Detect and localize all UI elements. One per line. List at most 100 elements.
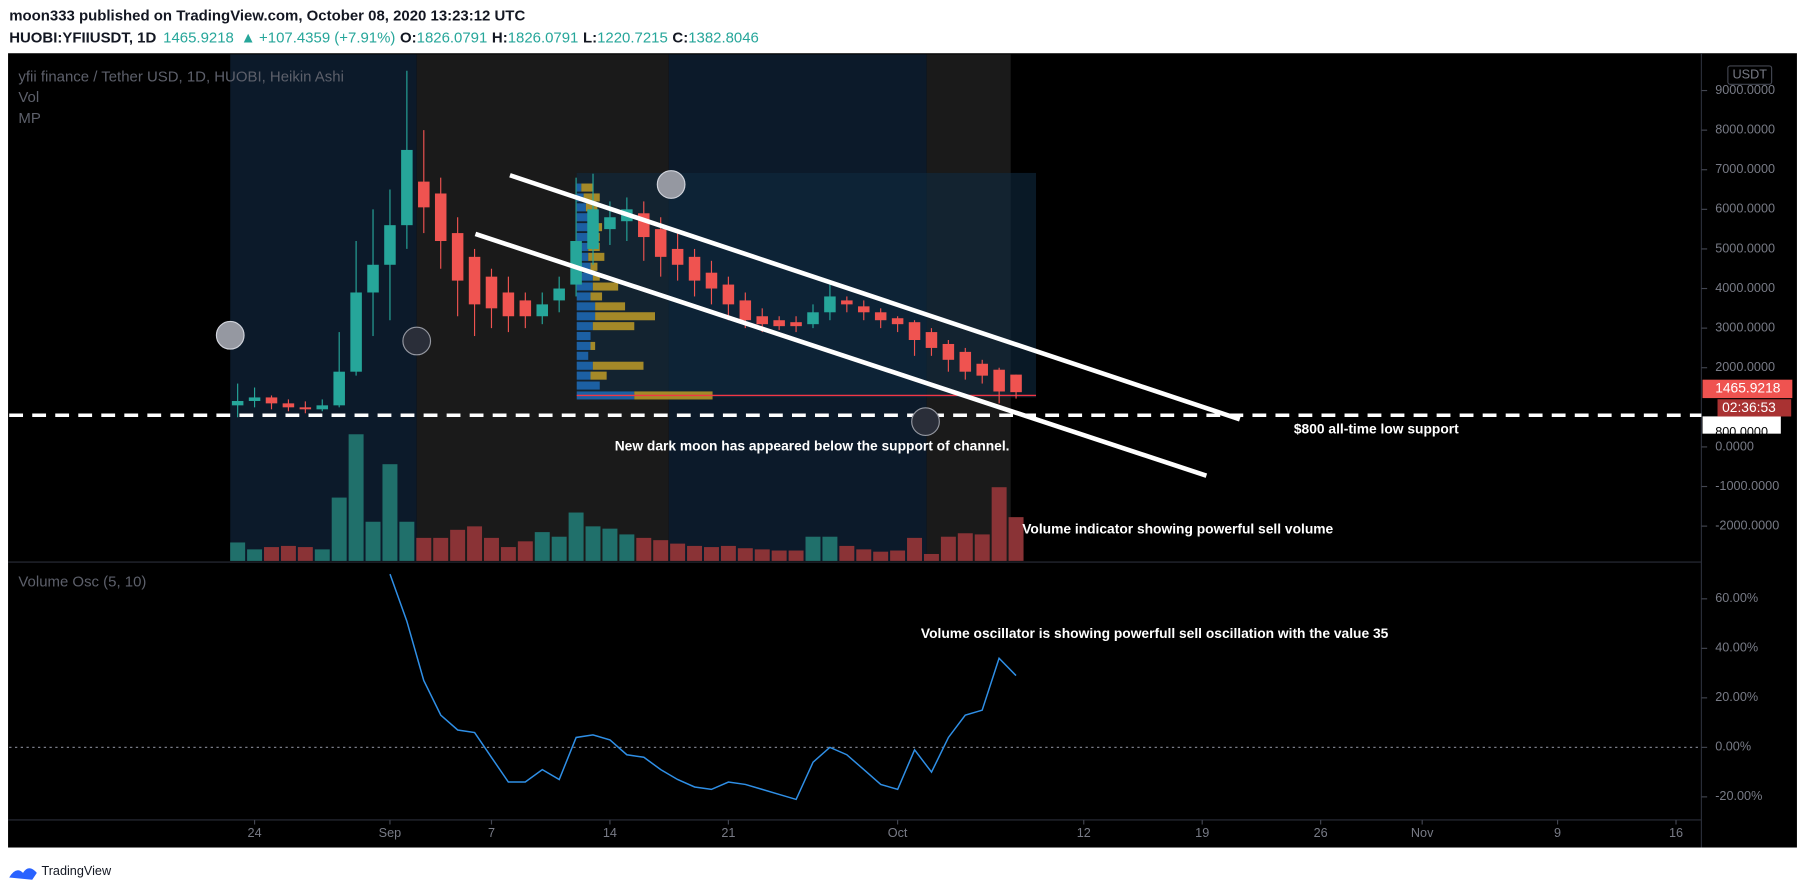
volume-bar [500,547,516,561]
candle-body [316,405,329,410]
volume-bar [467,526,483,561]
annotation: New dark moon has appeared below the sup… [615,438,1010,454]
author-line: moon333 published on TradingView.com, Oc… [9,7,525,24]
ohlc-label: C: [672,29,688,46]
channel-line [509,173,1241,422]
volume-bar [703,547,719,561]
x-tick-label: 26 [1314,826,1328,840]
brand: TradingView [41,864,112,878]
profile-down [592,272,600,281]
profile-up [576,312,596,321]
volume-bar [399,521,415,561]
x-tick-label: 9 [1554,826,1561,840]
candle-body [519,300,532,317]
candle-body [824,296,836,313]
y-tick-label: 20.00% [1715,690,1758,704]
volume-bar [264,547,279,561]
volume-bar [331,497,347,561]
volume-bar [974,534,990,561]
volume-bar [247,549,263,561]
x-tick-label: 19 [1195,826,1209,840]
ohlc-value: 1826.0791 [417,29,488,46]
profile-up [576,292,591,301]
x-tick-label: Sep [379,826,402,840]
profile-up [576,341,591,350]
profile-up [576,242,589,251]
candle-body [773,320,785,327]
profile-up [576,351,589,360]
moon-dark [402,326,432,356]
legend-osc: Volume Osc (5, 10) [18,574,146,591]
candle-body [451,233,464,281]
profile-down [590,371,607,380]
profile-up [576,332,591,341]
volume-bar [585,526,601,561]
volume-bar [1008,517,1024,561]
profile-up [576,262,591,271]
candle-body [705,272,718,289]
candle-body [587,209,599,249]
axis-unit: USDT [1733,67,1768,81]
profile-up [576,371,591,380]
candle-body [350,292,362,372]
volume-bar [433,537,449,561]
volume-bar [670,543,686,561]
candle-body [401,149,413,226]
profile-up [576,252,589,261]
x-tick-label: 7 [488,826,495,840]
volume-bar [602,528,618,561]
brand-logo [9,868,37,880]
moon-full [215,320,245,350]
candle-body [756,316,768,325]
x-tick-label: 12 [1077,826,1091,840]
legend-title: yfii finance / Tether USD, 1D, HUOBI, He… [18,68,344,85]
candle-body [265,397,278,404]
y-tick-label: 7000.0000 [1715,162,1775,176]
y-tick-label: 40.00% [1715,641,1758,655]
volume-bar [484,537,499,561]
profile-up [576,183,582,192]
y-tick-label: 0.00% [1715,740,1751,754]
candle-body [1010,374,1022,393]
candle-body [654,229,667,257]
profile-down [585,203,598,212]
candle-body [282,403,295,408]
candle-body [468,256,481,305]
candle-body [688,256,701,281]
profile-down [590,341,596,350]
volume-bar [636,537,652,561]
y-tick-label: 4000.0000 [1715,281,1775,295]
volume-bar [890,550,906,561]
y-tick-label: 9000.0000 [1715,83,1775,97]
profile-down [595,302,626,311]
symbol-line: HUOBI:YFIIUSDT, 1D 1465.9218 ▲ +107.4359 (+… [9,29,759,46]
candle-body [874,312,887,321]
profile-down [590,292,603,301]
candle-body [908,322,921,341]
volume-bar [991,487,1007,561]
profile-down [588,252,605,261]
volume-bar [280,545,296,561]
profile-up [576,322,593,331]
ohlc-label: O: [400,29,417,46]
volume-bar [365,521,381,561]
volume-bar [687,545,703,561]
volume-bar [382,464,398,561]
volume-bar [348,434,364,561]
moon-dark [911,407,940,436]
profile-up [576,213,589,222]
marks: 9000.0000 8000.0000 7000.0000 6000.0000 5000… [9,70,1793,840]
candle-body [858,306,870,313]
candle-body [248,397,261,401]
candle-body [959,351,972,372]
x-tick-label: Nov [1411,826,1434,840]
profile-up [576,223,589,232]
ohlc-label: H: [492,29,508,46]
candle-body [333,371,345,406]
unit-box [1727,65,1773,85]
candle-body [299,407,312,410]
volume-bar [551,536,567,561]
volume-bar [230,542,246,561]
candle-body [976,363,988,376]
volume-bar [805,536,821,561]
